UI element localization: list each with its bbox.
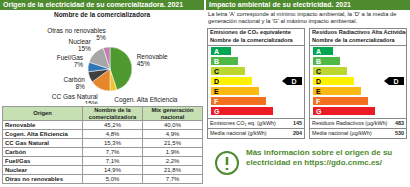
html-text:La letra 'A' corresponde al mí: La letra 'A' corresponde al mínimo impac… (208, 11, 397, 24)
html-text:Mix generación nacional: Mix generación nacional (151, 107, 194, 120)
svg-text:F: F (214, 98, 219, 105)
svg-text:C: C (316, 68, 321, 75)
html-text:Media nacional (µg/kWh): Media nacional (µg/kWh) (312, 130, 372, 136)
html-text:Nombre de la comercializadora: Nombre de la comercializadora (312, 36, 395, 43)
html-text:483: 483 (395, 120, 404, 126)
html-text:45,2%: 45,2% (104, 122, 121, 128)
html-text:Nombre de la comercializadora: Nombre de la comercializadora (210, 36, 293, 43)
html-text:530: 530 (395, 130, 404, 136)
html-text:Origen: Origen (33, 110, 52, 117)
svg-text:Nuclear15%: Nuclear15% (69, 38, 92, 52)
html-text:Otras no renovables: Otras no renovables (5, 176, 63, 182)
svg-text:Fuel/Gas7%: Fuel/Gas7% (57, 54, 84, 68)
svg-text:D: D (291, 78, 296, 85)
html-text:15,3%: 15,3% (104, 140, 121, 146)
html-text:Emisiones CO₂ eq. (g/kWh): Emisiones CO₂ eq. (g/kWh) (210, 120, 276, 126)
html-text:Nombre de la comercializadora: Nombre de la comercializadora (54, 11, 150, 18)
svg-text:F: F (316, 98, 321, 105)
html-text:4,8%: 4,8% (105, 131, 120, 137)
html-text:7,7%: 7,7% (105, 149, 120, 155)
html-text:21,8%: 21,8% (164, 167, 181, 173)
html-text:Cogen. Alta Eficiencia: Cogen. Alta Eficiencia (5, 131, 68, 137)
html-text:Más información sobre el orige: Más información sobre el origen de su el… (246, 148, 393, 167)
html-text:Emisiones de CO₂ equivalente: Emisiones de CO₂ equivalente (210, 29, 291, 35)
svg-text:G: G (316, 108, 322, 115)
html-text:21,5%: 21,5% (164, 140, 181, 146)
svg-text:D: D (393, 78, 398, 85)
svg-text:Carbón8%: Carbón8% (64, 76, 86, 90)
html-text:2,2%: 2,2% (165, 158, 180, 164)
svg-text:Cogen. Alta Eficiencia5%: Cogen. Alta Eficiencia5% (114, 96, 178, 104)
html-text:4,9%: 4,9% (165, 131, 180, 137)
svg-text:Otras no renovables5%: Otras no renovables5% (47, 27, 106, 41)
html-text:Nuclear: Nuclear (5, 167, 27, 173)
svg-text:G: G (214, 108, 220, 115)
html-text:Media nacional (g/kWh): Media nacional (g/kWh) (210, 130, 267, 136)
html-text:Residuos Radiactivos (µg/kWh): Residuos Radiactivos (µg/kWh) (312, 120, 388, 126)
html-text:40,0%: 40,0% (164, 122, 181, 128)
html-text:CC Gas Natural: CC Gas Natural (5, 140, 49, 146)
svg-text:B: B (316, 58, 321, 65)
svg-text:D: D (214, 78, 219, 85)
svg-text:CC Gas Natural15%: CC Gas Natural15% (52, 93, 98, 104)
html-text:Renovable: Renovable (5, 122, 36, 128)
html-text:1,9%: 1,9% (165, 149, 180, 155)
svg-text:E: E (214, 88, 219, 95)
html-text:Fuel/Gas: Fuel/Gas (5, 158, 31, 164)
html-text:Impacto ambiental de su electr: Impacto ambiental de su electricidad. 20… (209, 1, 351, 8)
svg-text:A: A (316, 48, 321, 55)
html-text:Carbón: Carbón (5, 149, 26, 155)
svg-text:D: D (316, 78, 321, 85)
html-text:Origen de la electricidad de s: Origen de la electricidad de su comercia… (3, 1, 184, 8)
svg-text:C: C (214, 68, 219, 75)
html-text:5,0%: 5,0% (105, 176, 120, 182)
svg-text:Renovable45%: Renovable45% (137, 53, 168, 67)
svg-text:B: B (214, 58, 219, 65)
html-text:14,9%: 14,9% (104, 167, 121, 173)
html-text:Nombre de la comercializadora: Nombre de la comercializadora (88, 107, 137, 120)
html-text:7,7%: 7,7% (165, 176, 180, 182)
svg-text:A: A (214, 48, 219, 55)
svg-text:E: E (316, 88, 321, 95)
html-text:145: 145 (293, 120, 302, 126)
html-text:7,1%: 7,1% (105, 158, 120, 164)
html-text:204: 204 (293, 130, 302, 136)
